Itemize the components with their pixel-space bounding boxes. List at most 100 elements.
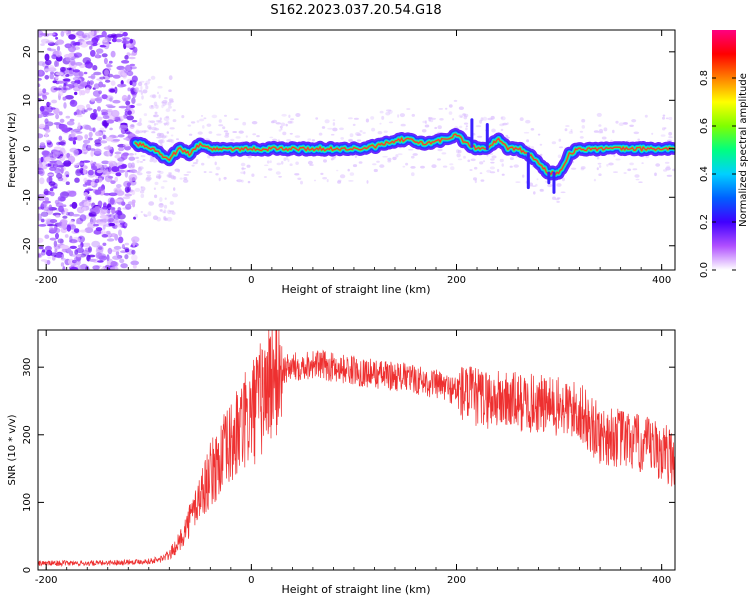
noise-blob — [108, 192, 118, 197]
noise-blob — [113, 219, 118, 224]
ridge-halo — [431, 164, 437, 169]
ridge-halo — [337, 180, 342, 184]
ridge-halo — [448, 104, 453, 108]
ridge-halo — [530, 128, 535, 131]
noise-blob — [84, 188, 94, 192]
noise-blob — [56, 39, 65, 45]
noise-blob — [89, 80, 94, 85]
halo-blob — [166, 131, 169, 134]
halo-blob — [143, 113, 148, 117]
noise-blob — [63, 160, 72, 167]
spectrogram-ytick-label: -10 — [22, 189, 33, 205]
noise-blob — [129, 38, 134, 44]
ridge-halo — [445, 107, 448, 110]
ridge-halo — [558, 138, 562, 142]
ridge-halo — [324, 119, 330, 124]
noise-blob — [127, 87, 131, 92]
ridge-halo — [201, 162, 205, 166]
ridge-halo — [459, 125, 463, 129]
halo-blob — [152, 94, 157, 99]
ridge-halo — [218, 124, 224, 127]
ridge-halo — [615, 158, 621, 161]
ridge-halo — [564, 128, 568, 132]
noise-blob — [66, 224, 72, 232]
noise-blob — [57, 90, 64, 97]
ridge-halo — [263, 176, 267, 178]
noise-blob — [126, 185, 131, 192]
ridge-halo — [330, 158, 334, 161]
noise-blob — [90, 73, 96, 80]
noise-blob — [126, 70, 134, 77]
colorbar-axes: 0.0 0.2 0.4 0.6 0.8 — [699, 70, 736, 278]
ridge-halo — [662, 116, 665, 120]
ridge-halo — [400, 123, 406, 127]
halo-blob — [142, 159, 146, 161]
noise-blob — [63, 102, 67, 109]
halo-blob — [140, 186, 146, 192]
ridge-halo — [500, 128, 504, 131]
noise-blob — [124, 145, 131, 151]
noise-blob — [121, 94, 128, 102]
noise-blob — [112, 138, 121, 142]
noise-blob — [96, 52, 100, 59]
ridge-halo — [206, 123, 212, 127]
ridge-halo — [195, 158, 199, 163]
ridge-halo — [397, 114, 400, 118]
noise-blob — [124, 130, 131, 135]
ridge-halo — [525, 119, 531, 124]
ridge-halo — [530, 146, 535, 150]
noise-blob — [88, 254, 96, 258]
ridge-halo — [179, 177, 183, 180]
noise-blob — [96, 169, 103, 174]
spectrogram-ytick-label: 0 — [22, 146, 33, 152]
spectrogram-ylabel: Frequency (Hz) — [7, 112, 18, 188]
ridge-halo — [465, 125, 468, 128]
noise-blob — [91, 165, 98, 171]
ridge-halo — [522, 174, 525, 178]
ridge-halo — [596, 167, 599, 171]
ridge-halo — [450, 166, 455, 171]
noise-blob — [69, 147, 78, 153]
noise-blob — [125, 104, 131, 111]
noise-blob — [49, 219, 58, 223]
noise-blob — [125, 203, 132, 210]
noise-blob — [132, 264, 137, 269]
ridge-halo — [207, 154, 211, 159]
halo-blob — [155, 104, 159, 109]
noise-blob — [41, 111, 50, 115]
ridge-halo — [482, 116, 488, 121]
noise-blob — [99, 127, 105, 131]
halo-blob — [165, 108, 171, 113]
noise-blob — [95, 252, 102, 259]
noise-blob — [86, 80, 90, 87]
noise-blob — [42, 150, 51, 157]
ridge-halo — [151, 131, 156, 134]
ridge-halo — [615, 120, 619, 124]
spectrogram-xtick-label: 200 — [447, 275, 466, 286]
noise-blob — [122, 143, 130, 147]
snr-ytick-label: 0 — [22, 567, 33, 573]
ridge-halo — [138, 166, 144, 170]
snr-xtick-label: 400 — [652, 575, 671, 586]
ridge-halo — [288, 114, 291, 119]
ridge-halo — [366, 180, 369, 184]
ridge-halo — [570, 167, 577, 170]
snr-ytick-label: 100 — [22, 493, 33, 512]
ridge-halo — [424, 124, 430, 128]
noise-blob — [58, 111, 63, 116]
halo-blob — [162, 99, 168, 104]
noise-blob — [68, 60, 78, 69]
noise-blob — [81, 34, 88, 38]
ridge-halo — [382, 155, 388, 158]
noise-blob — [112, 255, 121, 260]
noise-blob — [106, 230, 111, 235]
ridge-halo — [536, 178, 539, 181]
halo-blob — [134, 213, 138, 219]
noise-blob — [84, 124, 91, 130]
ridge-halo — [406, 108, 411, 110]
ridge-halo — [397, 153, 403, 156]
noise-blob — [68, 137, 77, 142]
noise-blob — [93, 148, 102, 154]
halo-blob — [154, 194, 158, 199]
noise-blob — [109, 88, 116, 93]
